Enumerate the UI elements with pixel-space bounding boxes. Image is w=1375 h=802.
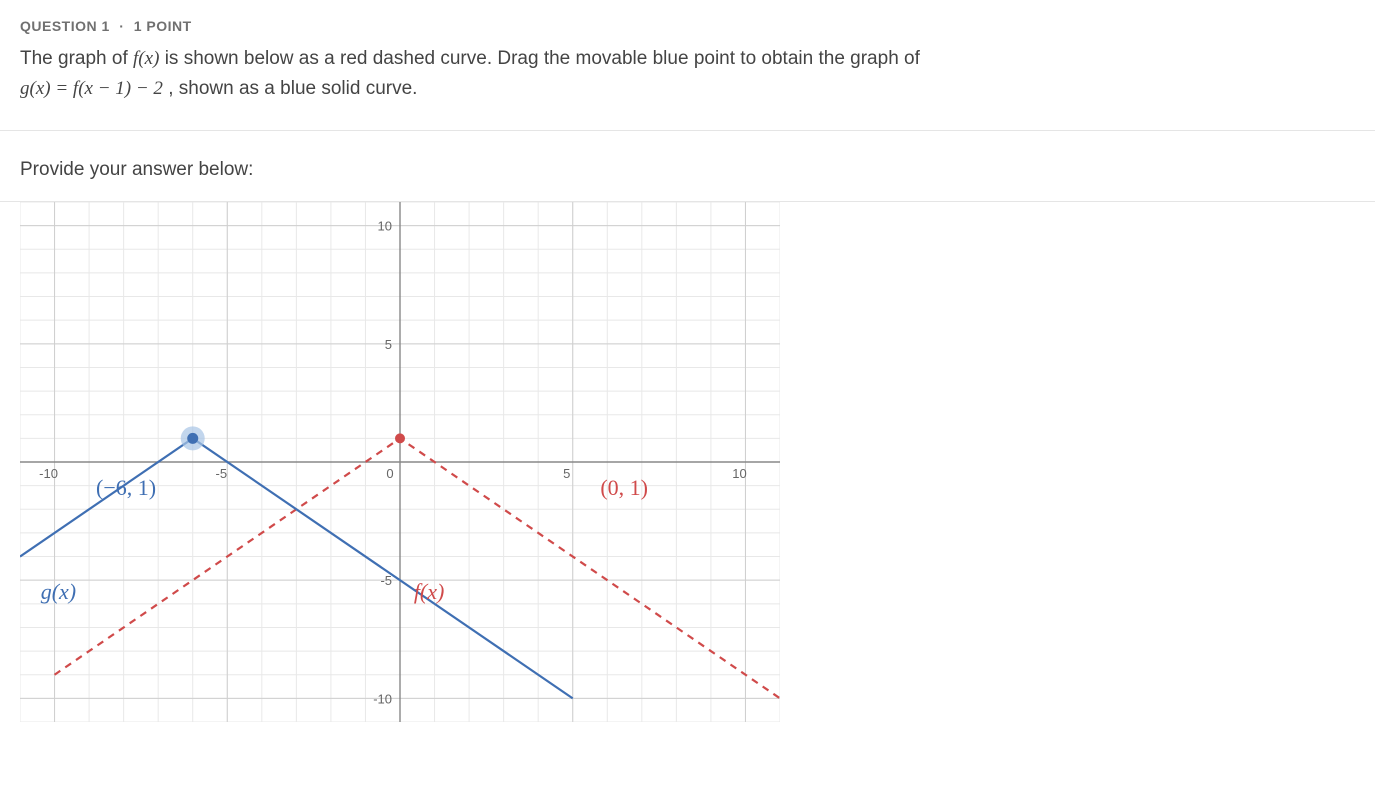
graph-panel: -10 -5 0 5 10 -10 -5 5 10 (−6, 1) (0, 1) g(x) f(x) [0, 202, 1375, 742]
f-curve [55, 438, 780, 698]
y-tick-label: -10 [373, 691, 392, 706]
f-curve-label: f(x) [414, 579, 445, 604]
y-tick-label: 10 [378, 218, 392, 233]
x-tick-label: 10 [732, 466, 746, 481]
g-vertex-label: (−6, 1) [96, 475, 156, 500]
q-text-part3: , shown as a blue solid curve. [168, 78, 417, 99]
question-points: 1 POINT [134, 18, 192, 34]
q-math-fx: f(x) [133, 48, 159, 69]
x-tick-label: -5 [215, 466, 227, 481]
answer-prompt: Provide your answer below: [0, 131, 1375, 201]
g-curve-label: g(x) [41, 579, 76, 604]
g-vertex-point[interactable] [187, 433, 198, 444]
y-tick-label: -5 [380, 573, 392, 588]
q-text-part1: The graph of [20, 48, 133, 69]
x-tick-label: 0 [386, 466, 393, 481]
q-math-gx: g(x) = f(x − 1) − 2 [20, 78, 163, 99]
separator-dot: · [119, 18, 124, 34]
f-vertex-point [395, 433, 405, 443]
f-vertex-label: (0, 1) [600, 475, 648, 500]
question-text: The graph of f(x) is shown below as a re… [0, 44, 1375, 130]
q-text-part2: is shown below as a red dashed curve. Dr… [165, 48, 920, 69]
x-tick-label: -10 [39, 466, 58, 481]
y-tick-label: 5 [385, 337, 392, 352]
question-header: QUESTION 1 · 1 POINT [0, 0, 1375, 44]
graph-canvas[interactable]: -10 -5 0 5 10 -10 -5 5 10 (−6, 1) (0, 1) g(x) f(x) [20, 202, 780, 722]
x-tick-label: 5 [563, 466, 570, 481]
question-number: QUESTION 1 [20, 18, 110, 34]
